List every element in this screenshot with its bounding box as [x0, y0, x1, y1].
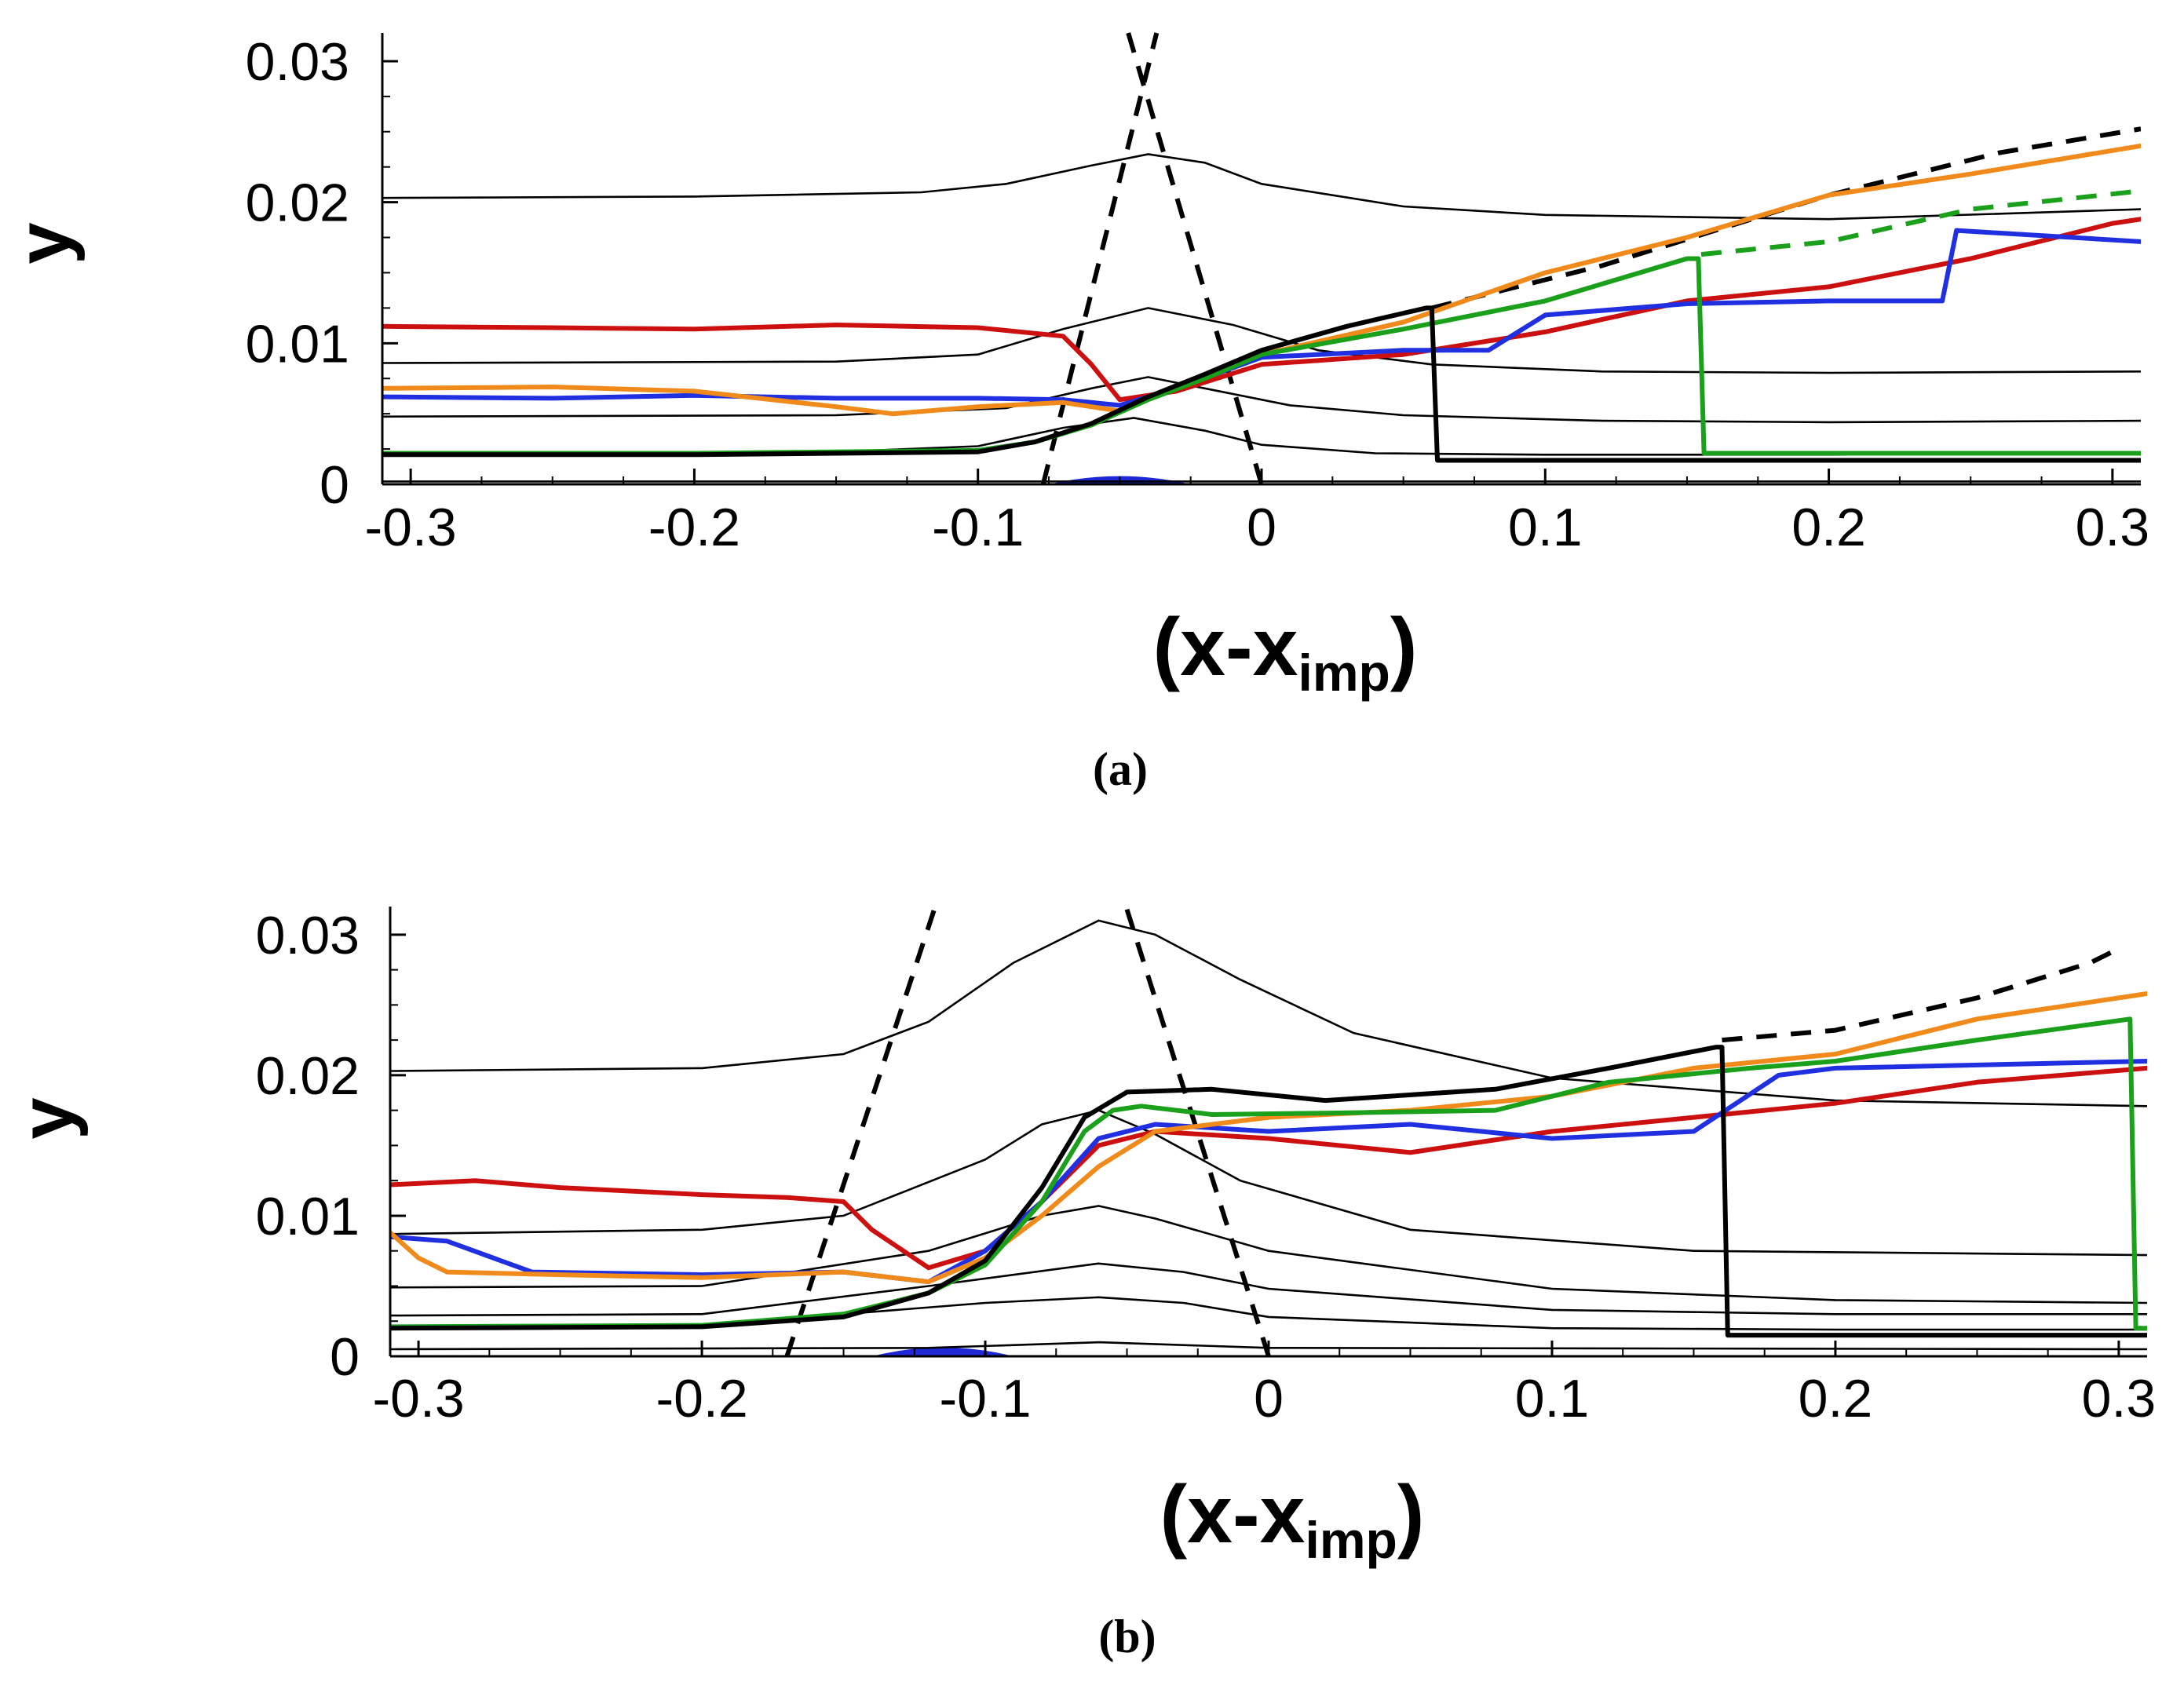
- x-tick-label: 0.1: [1508, 498, 1583, 557]
- x-tick-label: -0.1: [939, 1369, 1031, 1428]
- shock-line-left: [1040, 32, 1160, 484]
- x-axis-title-close: ): [1390, 602, 1418, 693]
- x-tick-label: -0.3: [365, 498, 457, 557]
- shock-line-left: [784, 908, 937, 1356]
- x-axis-title-subscript: imp: [1298, 644, 1390, 702]
- y-tick-label: 0.01: [246, 314, 349, 374]
- contour-4: [390, 1262, 2147, 1317]
- x-tick-label: -0.3: [373, 1369, 465, 1428]
- x-tick-label: 0.3: [2076, 498, 2150, 557]
- dashed-black-outer: [1431, 126, 2141, 311]
- chart-panel-a: -0.3 -0.2 -0.1 0 0.1 0.2 0.3 0 0.01 0.02 0.03 y (x-x…: [2, 32, 2149, 795]
- x-tick-label: -0.1: [932, 498, 1024, 557]
- panel-caption: (b): [1098, 1611, 1156, 1662]
- contour-4: [382, 417, 2141, 456]
- x-axis-title: (x-ximp): [1153, 602, 1418, 702]
- y-tick-label: 0.02: [256, 1046, 360, 1106]
- y-tick-label: 0: [330, 1327, 360, 1387]
- y-axis-title: y: [5, 1097, 89, 1139]
- shock-line-right: [1124, 908, 1271, 1356]
- x-tick-label: -0.2: [648, 498, 740, 557]
- x-tick-label: 0.2: [1799, 1369, 1873, 1428]
- plot-area: [390, 908, 2147, 1356]
- x-tick-label: 0: [1247, 498, 1276, 557]
- panel-caption: (a): [1093, 743, 1148, 795]
- series-red: [390, 1065, 2147, 1271]
- x-tick-label: 0.1: [1515, 1369, 1590, 1428]
- contour-1: [382, 153, 2141, 221]
- y-axis-title: y: [2, 222, 86, 264]
- y-tick-label: 0.02: [246, 173, 349, 233]
- series-orange: [390, 991, 2147, 1285]
- shock-line-right: [1126, 32, 1264, 484]
- contour-3: [382, 376, 2141, 424]
- x-tick-label: -0.2: [656, 1369, 747, 1428]
- x-axis-title: (x-ximp): [1160, 1469, 1425, 1569]
- x-axis-title-subscript: imp: [1305, 1511, 1397, 1569]
- dashed-green-outer: [1700, 188, 2141, 257]
- chart-panel-b: -0.3 -0.2 -0.1 0 0.1 0.2 0.3 0 0.01 0.02 0.03 y (x-x…: [5, 906, 2156, 1662]
- x-tick-label: 0.3: [2082, 1369, 2157, 1428]
- y-tick-label: 0.03: [256, 906, 360, 965]
- series-black: [390, 1045, 2147, 1338]
- x-axis-title-main: (x-x: [1153, 602, 1298, 693]
- y-tick-label: 0.01: [256, 1187, 360, 1246]
- series-blue: [382, 228, 2141, 408]
- x-axis-title-close: ): [1397, 1469, 1425, 1560]
- contour-3: [390, 1205, 2147, 1304]
- contour-1: [390, 919, 2147, 1107]
- x-axis-title-main: (x-x: [1160, 1469, 1306, 1560]
- x-tick-label: 0.2: [1791, 498, 1866, 557]
- plot-area: [382, 32, 2141, 484]
- contour-2: [382, 307, 2141, 374]
- contour-6: [390, 1341, 2147, 1351]
- x-tick-label: 0: [1254, 1369, 1284, 1428]
- separation-bubble: [871, 1347, 1014, 1356]
- series-green: [382, 256, 2141, 456]
- series-black: [382, 305, 2141, 463]
- y-tick-label: 0: [320, 455, 349, 515]
- y-tick-label: 0.03: [246, 32, 349, 92]
- dashed-black-outer: [1722, 947, 2120, 1043]
